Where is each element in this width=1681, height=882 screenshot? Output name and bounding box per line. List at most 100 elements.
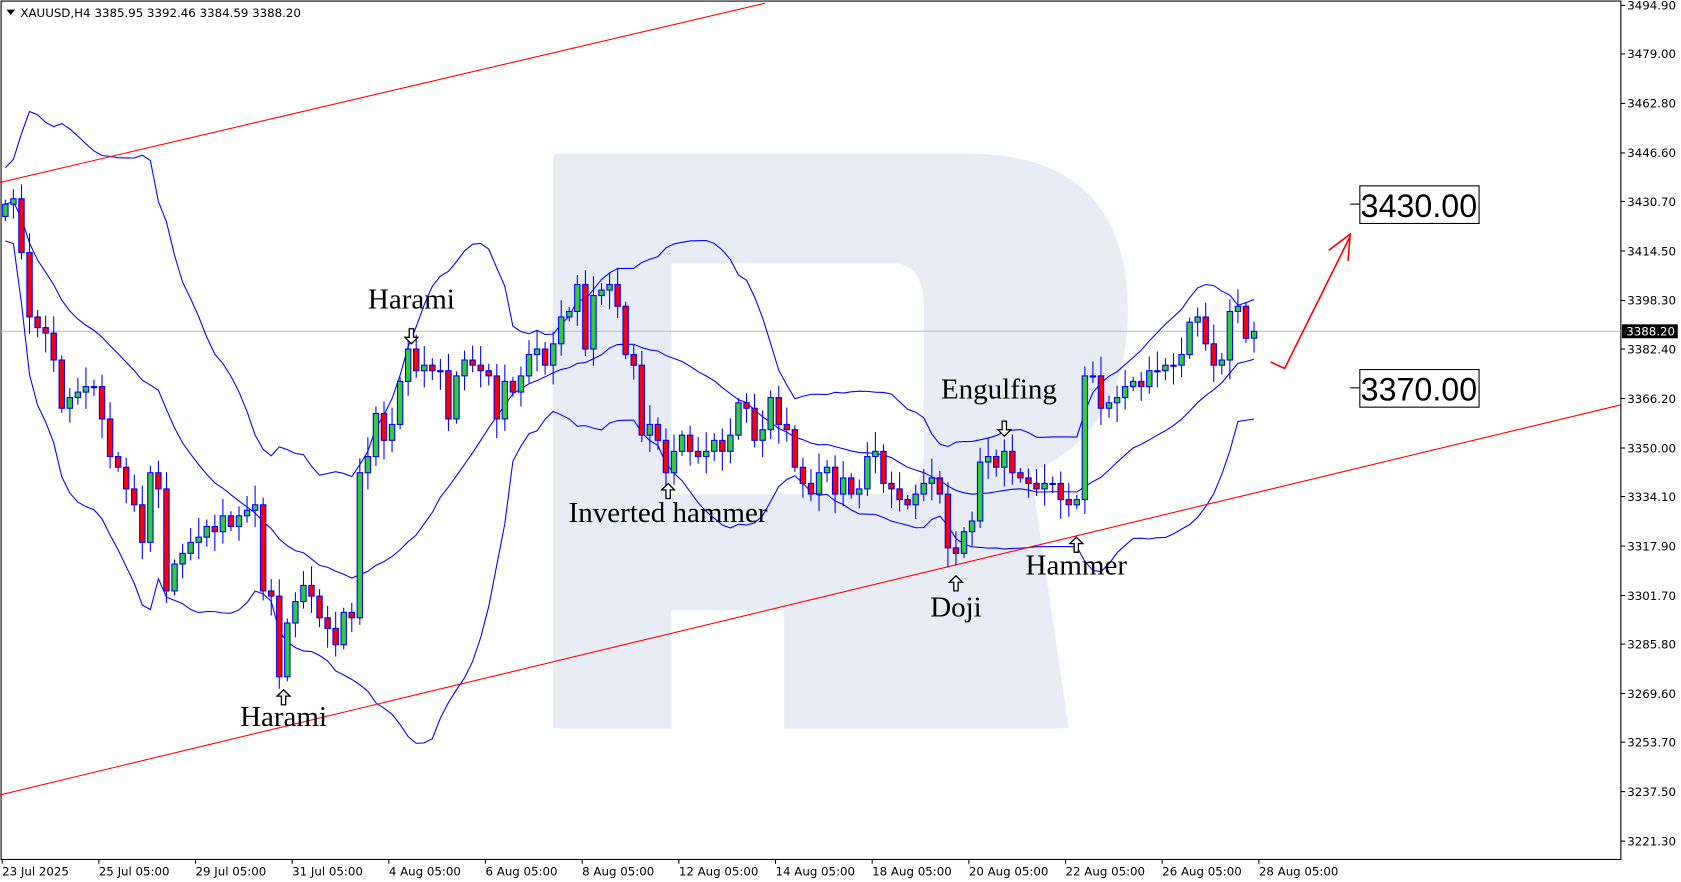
candle (517, 366, 525, 407)
x-tick-label: 18 Aug 05:00 (872, 865, 952, 879)
candle (211, 514, 219, 551)
candle (50, 316, 57, 372)
candle-body (719, 439, 726, 452)
candle-body (332, 627, 339, 646)
plot-frame (0, 0, 1622, 860)
candle (912, 484, 919, 520)
candle-body (292, 601, 299, 624)
candle-body (18, 198, 25, 254)
candle-body (34, 316, 41, 329)
price-axis[interactable]: 3494.90 3479.00 3462.80 3446.60 3430.70 3414.… (1620, 0, 1676, 848)
y-tick-label: 3221.30 (1627, 834, 1676, 848)
y-tick-label: 3446.60 (1627, 146, 1676, 160)
time-axis[interactable]: 23 Jul 2025 25 Jul 05:00 29 Jul 05:00 31 Ju… (1, 859, 1338, 879)
candle (122, 457, 130, 504)
candle (525, 340, 533, 383)
candle-body (831, 466, 839, 495)
candle (533, 329, 541, 372)
candle-body (525, 353, 533, 377)
trendline-channel-bottom[interactable] (0, 404, 1621, 796)
y-tick-label: 3382.40 (1627, 342, 1676, 356)
candle-body (880, 450, 887, 484)
dropdown-triangle-icon[interactable] (6, 9, 16, 16)
svg-text:3430.00: 3430.00 (1361, 188, 1477, 224)
candle-body (58, 359, 65, 409)
candle-body (10, 198, 17, 205)
y-tick-label: 3366.20 (1627, 392, 1676, 406)
candle (1226, 299, 1234, 380)
candle-body (106, 418, 114, 458)
candle-body (388, 423, 396, 441)
candle-body (340, 611, 347, 646)
x-tick-label: 12 Aug 05:00 (679, 865, 759, 879)
candle-body (42, 327, 49, 334)
y-tick-label: 3494.90 (1627, 0, 1676, 13)
candle (267, 579, 275, 616)
candle-body (50, 332, 57, 361)
candle (227, 511, 235, 532)
candle (968, 511, 976, 547)
candle (1089, 361, 1097, 383)
candle-body (1242, 305, 1250, 339)
candle (799, 457, 807, 498)
candle-body (66, 397, 74, 409)
candle-body (147, 472, 154, 543)
candle-body (372, 412, 380, 458)
x-tick-label: 25 Jul 05:00 (99, 865, 170, 879)
candle (574, 275, 581, 326)
candle (90, 379, 98, 397)
candle (1049, 476, 1056, 493)
chart-header[interactable]: XAUUSD,H4 3385.95 3392.46 3384.59 3388.2… (6, 6, 301, 20)
candle (1194, 307, 1201, 337)
candle-body (533, 348, 541, 356)
candle-body (686, 434, 694, 452)
trendlines[interactable] (0, 2, 1621, 796)
candle (727, 418, 734, 464)
pattern-label: Inverted hammer (569, 497, 768, 529)
candle-body (1186, 321, 1193, 356)
candle (1009, 434, 1016, 485)
candle-body (211, 525, 219, 533)
candle (1250, 321, 1258, 353)
candle-body (960, 531, 968, 554)
candle (558, 300, 565, 356)
candle-body (195, 536, 202, 543)
candle (694, 436, 702, 464)
candle-body (678, 434, 686, 452)
y-tick-label: 3398.30 (1627, 294, 1676, 308)
candle (348, 602, 355, 633)
candle-body (1178, 353, 1185, 366)
trendline-channel-top[interactable] (0, 2, 766, 184)
candle-body (839, 477, 847, 495)
candle-body (461, 359, 468, 377)
candle-body (799, 466, 807, 484)
candle-body (872, 450, 879, 458)
candle (614, 267, 621, 319)
current-price-label: 3388.20 (1621, 324, 1678, 339)
candle (654, 417, 662, 450)
candle-body (727, 434, 734, 452)
candle (1170, 353, 1177, 385)
candle (1242, 301, 1250, 343)
candle-body (203, 525, 210, 538)
y-tick-label: 3334.10 (1627, 490, 1676, 504)
candle (1202, 302, 1209, 351)
candle (276, 579, 283, 689)
candle (404, 339, 412, 396)
pattern-hammer: Hammer (1026, 536, 1127, 582)
candle (606, 272, 613, 310)
arrow-down-icon (996, 420, 1013, 438)
candle-body (2, 203, 9, 217)
candle-body (445, 370, 452, 420)
y-tick-label: 3317.90 (1627, 539, 1676, 553)
candle-body (711, 439, 718, 452)
candle-body (1097, 375, 1105, 409)
candle (1129, 376, 1137, 392)
candle (195, 517, 202, 560)
candle-body (1194, 316, 1201, 323)
candle-body (509, 380, 517, 393)
candle-body (896, 488, 903, 501)
pattern-label: Engulfing (941, 374, 1057, 406)
candle-body (952, 547, 960, 554)
